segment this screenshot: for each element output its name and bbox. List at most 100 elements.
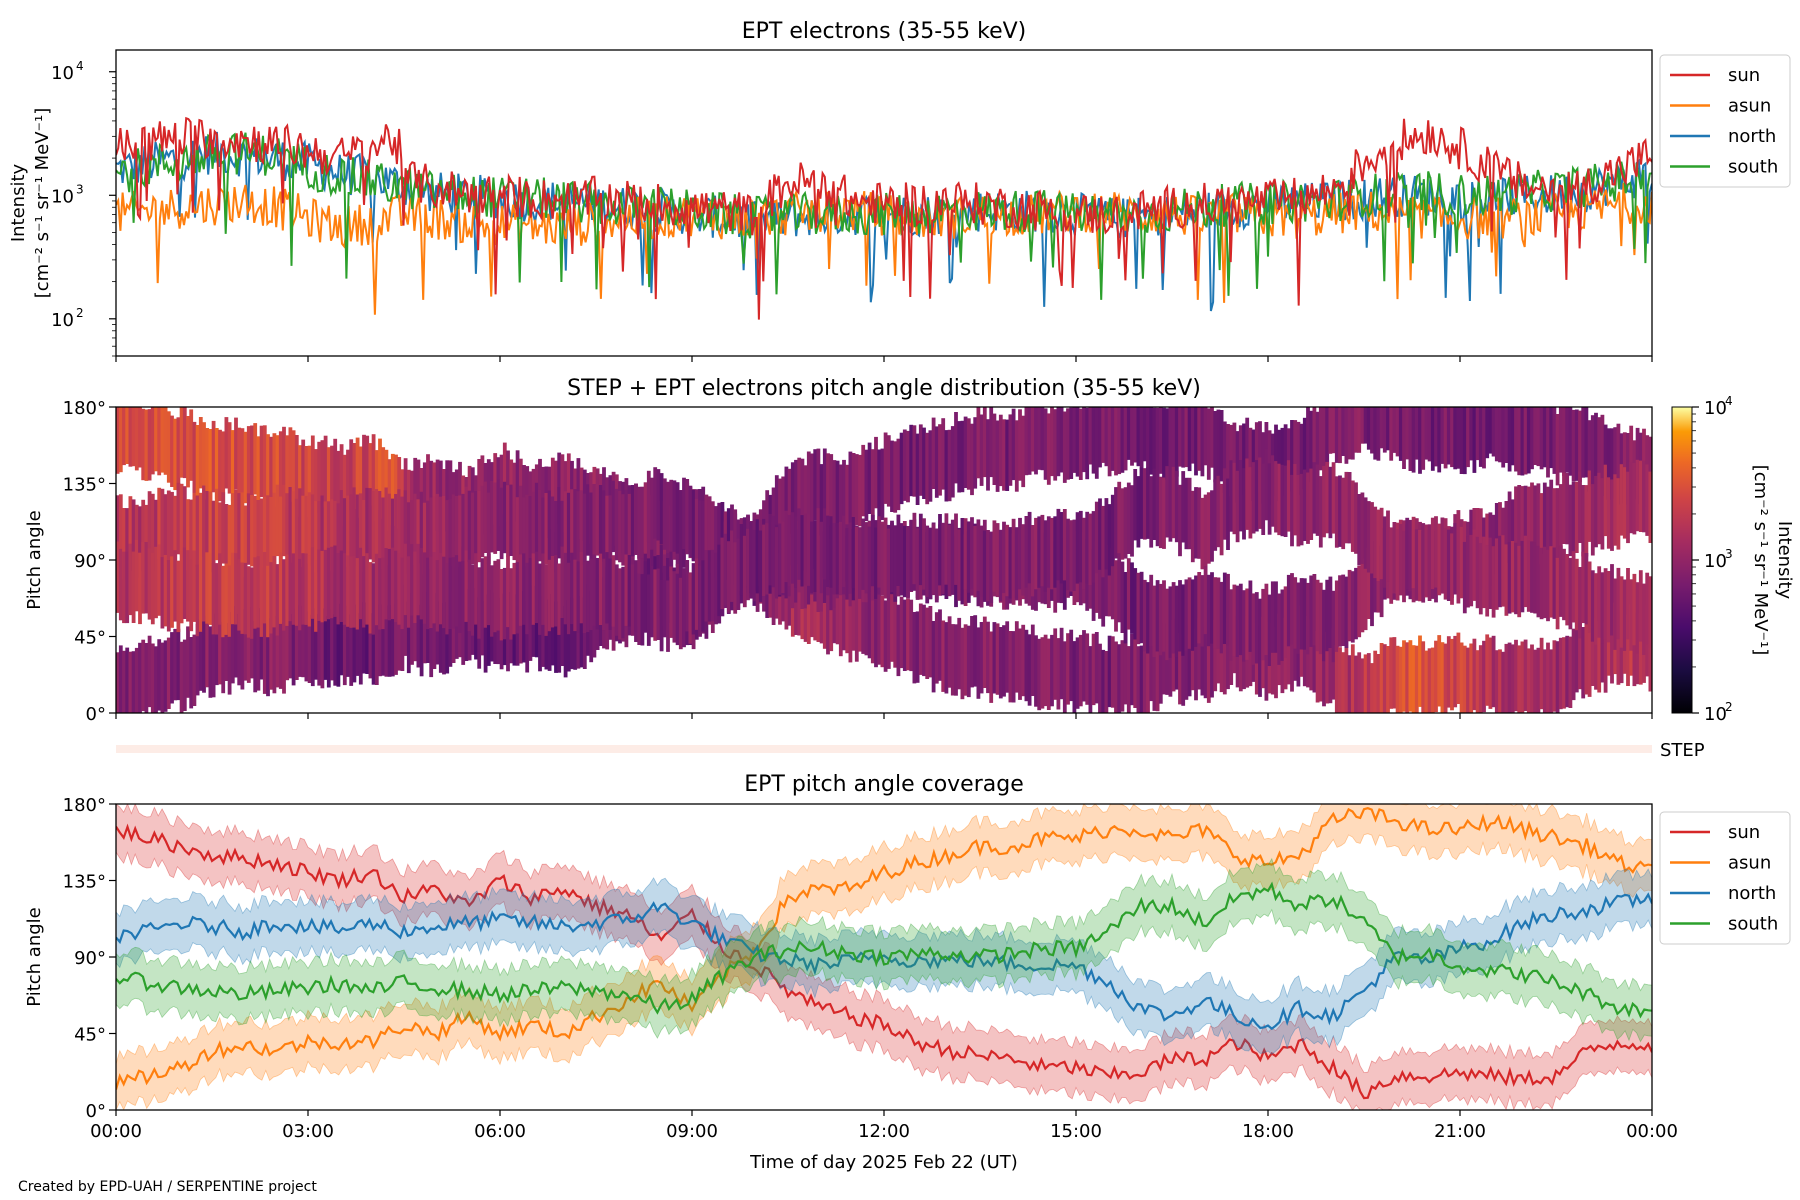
heatmap-cell (262, 425, 267, 497)
heatmap-cell (131, 651, 136, 713)
panel1-ylabel-line2: [cm⁻² s⁻¹ sr⁻¹ MeV⁻¹] (32, 108, 53, 299)
heatmap-cell (1437, 523, 1442, 596)
heatmap-cell (1200, 497, 1205, 570)
heatmap-cell (189, 409, 194, 481)
colorbar-label: Intensity [cm⁻² s⁻¹ sr⁻¹ MeV⁻¹] (1750, 465, 1795, 656)
heatmap-cell (307, 445, 312, 518)
heatmap-cell (614, 564, 619, 636)
heatmap-cell (506, 555, 510, 628)
heatmap-cell (352, 556, 357, 628)
heatmap-cell (803, 513, 808, 586)
heatmap-cell (1581, 407, 1586, 478)
heatmap-cell (1082, 517, 1086, 590)
y-tick-label: 0° (86, 1101, 106, 1122)
heatmap-cell (1635, 582, 1640, 654)
heatmap-cell (1341, 574, 1346, 646)
heatmap-cell (259, 608, 264, 680)
heatmap-cell (582, 561, 587, 634)
heatmap-cell (250, 425, 254, 497)
heatmap-cell (1283, 465, 1288, 537)
heatmap-cell (1402, 640, 1406, 712)
heatmap-cell (1274, 626, 1278, 699)
heatmap-cell (1360, 407, 1365, 444)
heatmap-cell (787, 514, 792, 587)
heatmap-cell (346, 449, 350, 522)
heatmap-cell (1597, 621, 1602, 693)
heatmap-cell (1219, 483, 1224, 556)
heatmap-cell (797, 457, 802, 530)
heatmap-cell (832, 523, 837, 595)
heatmap-cell (560, 546, 565, 618)
heatmap-cell (582, 493, 587, 565)
heatmap-cell (787, 468, 792, 541)
heatmap-cell (240, 428, 245, 500)
heatmap-cell (1638, 613, 1643, 685)
heatmap-cell (1437, 407, 1442, 473)
heatmap-cell (454, 495, 459, 568)
heatmap-cell (1594, 475, 1598, 548)
heatmap-cell (1146, 467, 1150, 539)
heatmap-cell (256, 500, 261, 572)
heatmap-cell (1312, 621, 1317, 693)
heatmap-cell (976, 407, 981, 479)
heatmap-cell (698, 565, 702, 637)
heatmap-cell (1155, 474, 1160, 547)
heatmap-cell (1626, 568, 1630, 640)
heatmap-cell (301, 495, 306, 568)
heatmap-cell (784, 510, 789, 583)
heatmap-cell (928, 430, 933, 502)
heatmap-cell (1370, 554, 1374, 627)
heatmap-cell (198, 560, 203, 632)
heatmap-cell (224, 609, 229, 681)
heatmap-cell (294, 435, 299, 507)
heatmap-cell (336, 615, 341, 687)
heatmap-cell (1181, 407, 1186, 468)
heatmap-cell (1322, 465, 1326, 538)
heatmap-cell (973, 417, 978, 489)
heatmap-cell (1264, 448, 1269, 521)
heatmap-cell (189, 559, 194, 632)
heatmap-cell (349, 439, 354, 511)
heatmap-cell (358, 493, 363, 565)
heatmap-cell (1264, 583, 1269, 656)
heatmap-cell (883, 432, 888, 504)
heatmap-cell (1213, 577, 1218, 649)
heatmap-cell (605, 552, 610, 624)
heatmap-cell (1594, 412, 1598, 485)
heatmap-cell (922, 427, 926, 499)
heatmap-cell (589, 558, 594, 630)
heatmap-cell (157, 407, 162, 476)
heatmap-cell (422, 502, 427, 575)
heatmap-cell (470, 564, 475, 636)
heatmap-cell (1354, 482, 1358, 554)
heatmap-cell (266, 565, 270, 638)
heatmap-cell (253, 557, 258, 629)
heatmap-cell (218, 553, 222, 625)
heatmap-cell (1344, 641, 1349, 713)
heatmap-cell (1366, 547, 1371, 619)
heatmap-cell (170, 556, 174, 628)
heatmap-cell (1133, 636, 1138, 708)
heatmap-cell (851, 453, 856, 525)
heatmap-cell (1114, 641, 1118, 713)
heatmap-cell (189, 637, 194, 709)
heatmap-cell (630, 485, 635, 557)
heatmap-cell (208, 429, 213, 501)
heatmap-cell (1325, 579, 1330, 652)
heatmap-cell (1101, 505, 1106, 578)
heatmap-cell (352, 611, 357, 683)
heatmap-cell (1171, 620, 1176, 692)
heatmap-cell (1008, 414, 1013, 486)
heatmap-cell (1123, 487, 1128, 559)
heatmap-cell (1104, 498, 1109, 570)
heatmap-cell (173, 418, 178, 491)
heatmap-cell (646, 574, 651, 646)
heatmap-cell (1514, 407, 1518, 472)
heatmap-cell (1357, 407, 1362, 453)
heatmap-cell (314, 501, 318, 573)
heatmap-cell (870, 591, 875, 664)
heatmap-cell (326, 447, 331, 519)
heatmap-cell (429, 556, 434, 628)
heatmap-cell (1283, 424, 1288, 496)
